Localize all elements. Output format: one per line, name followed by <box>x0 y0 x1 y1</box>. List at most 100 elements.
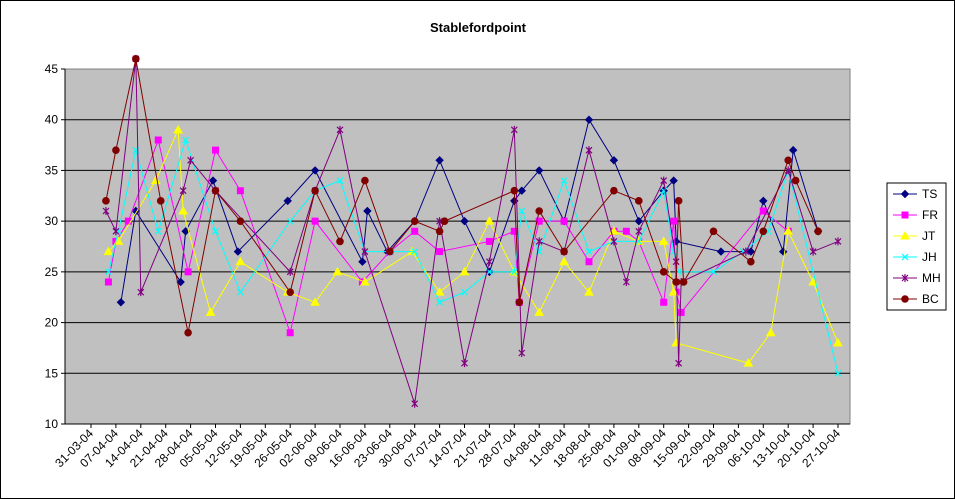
legend-marker <box>901 211 909 219</box>
y-tick-label: 45 <box>45 62 59 76</box>
series-bc-point <box>759 227 768 236</box>
series-jt-point <box>584 287 594 296</box>
y-tick-label: 10 <box>45 417 59 431</box>
series-mh-point <box>102 207 110 215</box>
series-mh-point <box>510 125 518 134</box>
series-layer <box>102 54 843 408</box>
legend-marker <box>901 253 909 261</box>
series-jt-point <box>173 124 184 134</box>
series-mh-point <box>809 247 817 256</box>
axes <box>64 69 850 425</box>
series-jh-point <box>212 227 219 235</box>
series-jt-point <box>103 246 114 256</box>
series-bc-point <box>386 247 394 256</box>
series-ts-point <box>669 176 678 185</box>
series-ts-point <box>609 156 619 165</box>
series-ts-point <box>759 196 768 206</box>
series-bc-point <box>102 197 110 205</box>
x-axis-ticks: 31-03-0407-04-0414-04-0421-04-0428-04-04… <box>52 424 843 470</box>
series-jt-point <box>658 236 669 245</box>
series-jh-point <box>710 268 717 276</box>
series-bc-point <box>236 217 245 225</box>
series-mh-point <box>660 176 668 185</box>
series-ts-point <box>310 166 320 175</box>
series-jh-point <box>336 177 344 184</box>
series-fr-point <box>677 308 685 316</box>
series-bc-point <box>435 227 444 236</box>
series-bc-point <box>112 146 120 154</box>
series-bc-point <box>535 207 544 215</box>
series-jt-point <box>178 205 188 215</box>
series-mh-point <box>112 227 120 236</box>
y-tick-label: 25 <box>45 265 59 279</box>
series-fr-point <box>411 227 419 235</box>
series-ts-point <box>435 156 444 165</box>
series-jt-point <box>360 276 370 286</box>
series-jt-point <box>534 307 545 316</box>
series-jt-point <box>459 266 470 276</box>
series-jh-point <box>518 207 526 215</box>
series-jh-point <box>560 177 568 184</box>
series-bc-point <box>156 197 165 205</box>
y-tick-label: 15 <box>45 366 59 380</box>
series-ts-point <box>363 206 372 216</box>
legend-item-fr: FR <box>893 208 938 222</box>
series-jt-point <box>332 266 343 276</box>
series-jt-point <box>235 256 246 266</box>
series-ts-point <box>208 176 218 185</box>
series-ts-point <box>584 115 594 124</box>
series-bc-point <box>659 268 668 276</box>
legend-item-jh: JH <box>893 250 937 264</box>
series-bc-point <box>709 227 718 236</box>
legend-marker <box>900 230 910 240</box>
series-mh-point <box>672 257 680 266</box>
series-bc-point <box>635 197 643 205</box>
series-mh-point <box>179 186 187 195</box>
series-mh-point <box>187 156 195 165</box>
series-jt <box>103 124 843 367</box>
series-jt-point <box>783 226 794 235</box>
series-fr-point <box>436 248 444 256</box>
series-fr-point <box>212 146 219 154</box>
series-mh-point <box>535 237 543 246</box>
series-bc-point <box>184 328 192 337</box>
series-bc-point <box>515 298 524 307</box>
legend-label: BC <box>922 292 939 306</box>
series-ts-point <box>116 298 126 307</box>
series-mh-point <box>461 359 468 368</box>
y-tick-label: 20 <box>45 316 59 330</box>
legend-marker <box>901 295 909 303</box>
plot-area <box>64 68 851 425</box>
series-mh-point <box>336 125 344 134</box>
series-mh-point <box>137 288 145 297</box>
series-ts-point <box>358 257 367 266</box>
series-mh-point <box>834 237 842 246</box>
series-fr-point <box>759 207 767 215</box>
series-bc-point <box>672 278 680 286</box>
series-bc-point <box>674 197 683 205</box>
series-fr-point <box>154 136 162 144</box>
series-jh-point <box>105 268 112 276</box>
series-bc-point <box>410 217 419 225</box>
series-jt-point <box>668 287 679 296</box>
series-ts-point <box>176 277 185 287</box>
series-bc-point <box>610 186 618 195</box>
legend-item-mh: MH <box>893 271 941 285</box>
series-jh-point <box>236 288 244 296</box>
series-fr-point <box>585 258 593 266</box>
series-ts-point <box>634 216 644 226</box>
series-jh-point <box>834 369 842 377</box>
legend-label: FR <box>922 208 938 222</box>
series-mh-point <box>361 247 369 256</box>
series-bc-point <box>784 156 793 165</box>
series-fr-line <box>107 138 789 335</box>
series-ts-point <box>283 196 292 206</box>
series-mh-point <box>742 247 750 256</box>
legend-label: MH <box>922 271 941 285</box>
series-jh-point <box>585 248 593 255</box>
series-fr-point <box>535 217 543 225</box>
series-jt-point <box>434 287 445 296</box>
series-mh-point <box>286 267 294 276</box>
